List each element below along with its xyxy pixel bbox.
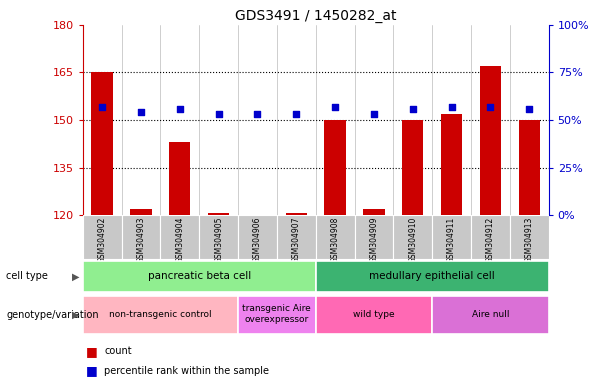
Bar [432, 215, 471, 259]
Text: transgenic Aire
overexpressor: transgenic Aire overexpressor [243, 305, 311, 324]
Text: wild type: wild type [353, 310, 395, 319]
Bar [316, 296, 432, 334]
Point [253, 111, 262, 118]
Text: GSM304902: GSM304902 [97, 216, 107, 263]
Text: GSM304909: GSM304909 [370, 216, 378, 263]
Bar [91, 73, 113, 215]
Bar [121, 215, 161, 259]
Point [97, 104, 107, 110]
Title: GDS3491 / 1450282_at: GDS3491 / 1450282_at [235, 8, 397, 23]
Point [408, 106, 417, 112]
Text: GSM304910: GSM304910 [408, 216, 417, 263]
Text: GSM304903: GSM304903 [137, 216, 145, 263]
Point [291, 111, 301, 118]
Bar [208, 214, 229, 215]
Bar [161, 215, 199, 259]
Bar [480, 66, 501, 215]
Bar [161, 25, 199, 215]
Text: GSM304912: GSM304912 [486, 216, 495, 263]
Text: GSM304913: GSM304913 [525, 216, 534, 263]
Bar [394, 25, 432, 215]
Bar [354, 25, 394, 215]
Bar [277, 25, 316, 215]
Text: genotype/variation: genotype/variation [6, 310, 99, 320]
Text: non-transgenic control: non-transgenic control [109, 310, 211, 319]
Text: percentile rank within the sample: percentile rank within the sample [104, 366, 269, 376]
Bar [199, 215, 238, 259]
Point [524, 106, 534, 112]
Bar [238, 215, 277, 259]
Point [330, 104, 340, 110]
Text: GSM304906: GSM304906 [253, 216, 262, 263]
Bar [277, 215, 316, 259]
Text: ■: ■ [86, 364, 97, 377]
Bar [169, 142, 191, 215]
Point [136, 109, 146, 116]
Text: ▶: ▶ [72, 310, 79, 320]
Bar [394, 215, 432, 259]
Bar [83, 25, 121, 215]
Text: GSM304904: GSM304904 [175, 216, 185, 263]
Bar [471, 215, 510, 259]
Bar [432, 296, 549, 334]
Text: GSM304908: GSM304908 [330, 216, 340, 263]
Bar [83, 296, 238, 334]
Point [485, 104, 495, 110]
Bar [354, 215, 394, 259]
Bar [121, 25, 161, 215]
Point [175, 106, 185, 112]
Bar [316, 25, 354, 215]
Point [214, 111, 224, 118]
Text: count: count [104, 346, 132, 356]
Bar [238, 25, 277, 215]
Bar [83, 261, 316, 292]
Bar [316, 215, 354, 259]
Text: cell type: cell type [6, 271, 48, 281]
Bar [519, 120, 540, 215]
Bar [131, 209, 151, 215]
Text: ▶: ▶ [72, 271, 79, 281]
Bar [316, 261, 549, 292]
Bar [238, 296, 316, 334]
Bar [510, 25, 549, 215]
Bar [364, 209, 384, 215]
Bar [471, 25, 510, 215]
Bar [432, 25, 471, 215]
Bar [83, 215, 121, 259]
Text: GSM304905: GSM304905 [214, 216, 223, 263]
Text: Aire null: Aire null [471, 310, 509, 319]
Bar [286, 214, 307, 215]
Point [369, 111, 379, 118]
Text: ■: ■ [86, 345, 97, 358]
Point [447, 104, 457, 110]
Text: medullary epithelial cell: medullary epithelial cell [369, 271, 495, 281]
Bar [402, 120, 424, 215]
Bar [510, 215, 549, 259]
Bar [199, 25, 238, 215]
Text: pancreatic beta cell: pancreatic beta cell [148, 271, 251, 281]
Bar [324, 120, 346, 215]
Text: GSM304911: GSM304911 [447, 216, 456, 263]
Text: GSM304907: GSM304907 [292, 216, 301, 263]
Bar [441, 114, 462, 215]
